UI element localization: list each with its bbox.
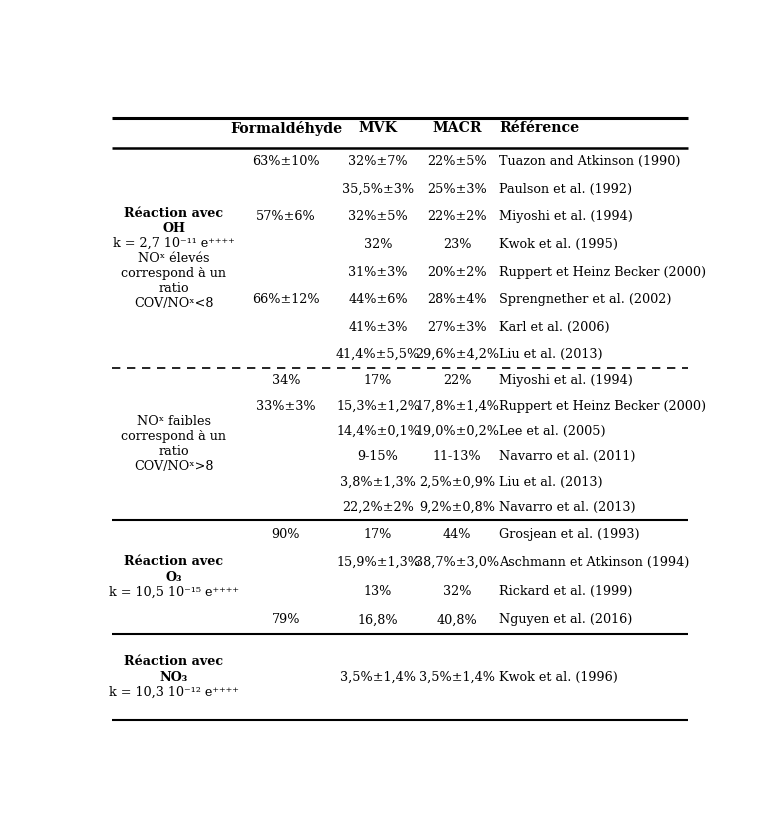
Text: 31%±3%: 31%±3%: [348, 265, 408, 278]
Text: 22%: 22%: [443, 375, 471, 388]
Text: Kwok et al. (1995): Kwok et al. (1995): [499, 238, 618, 251]
Text: k = 2,7 10⁻¹¹ e⁺⁺⁺⁺: k = 2,7 10⁻¹¹ e⁺⁺⁺⁺: [113, 237, 235, 250]
Text: 14,4%±0,1%: 14,4%±0,1%: [336, 425, 420, 438]
Text: 57%±6%: 57%±6%: [256, 211, 316, 224]
Text: 17,8%±1,4%: 17,8%±1,4%: [416, 400, 499, 413]
Text: Navarro et al. (2011): Navarro et al. (2011): [499, 450, 636, 463]
Text: 17%: 17%: [364, 528, 392, 541]
Text: COV/NOˣ<8: COV/NOˣ<8: [134, 297, 214, 310]
Text: 29,6%±4,2%: 29,6%±4,2%: [415, 348, 499, 361]
Text: 34%: 34%: [272, 375, 300, 388]
Text: k = 10,5 10⁻¹⁵ e⁺⁺⁺⁺: k = 10,5 10⁻¹⁵ e⁺⁺⁺⁺: [108, 586, 238, 599]
Text: Lee et al. (2005): Lee et al. (2005): [499, 425, 606, 438]
Text: 17%: 17%: [364, 375, 392, 388]
Text: Kwok et al. (1996): Kwok et al. (1996): [499, 671, 618, 684]
Text: 9-15%: 9-15%: [358, 450, 399, 463]
Text: NO₃: NO₃: [159, 671, 188, 684]
Text: 35,5%±3%: 35,5%±3%: [342, 183, 414, 196]
Text: Miyoshi et al. (1994): Miyoshi et al. (1994): [499, 211, 633, 224]
Text: 3,5%±1,4%: 3,5%±1,4%: [340, 671, 416, 684]
Text: 90%: 90%: [272, 528, 300, 541]
Text: Liu et al. (2013): Liu et al. (2013): [499, 348, 603, 361]
Text: 33%±3%: 33%±3%: [256, 400, 316, 413]
Text: MACR: MACR: [433, 121, 482, 135]
Text: 79%: 79%: [272, 614, 300, 627]
Text: 2,5%±0,9%: 2,5%±0,9%: [420, 476, 495, 489]
Text: 3,8%±1,3%: 3,8%±1,3%: [340, 476, 416, 489]
Text: 22%±2%: 22%±2%: [427, 211, 487, 224]
Text: Nguyen et al. (2016): Nguyen et al. (2016): [499, 614, 633, 627]
Text: Liu et al. (2013): Liu et al. (2013): [499, 476, 603, 489]
Text: Paulson et al. (1992): Paulson et al. (1992): [499, 183, 632, 196]
Text: correspond à un: correspond à un: [122, 267, 226, 280]
Text: Formaldéhyde: Formaldéhyde: [230, 121, 342, 136]
Text: Sprengnether et al. (2002): Sprengnether et al. (2002): [499, 293, 672, 306]
Text: 20%±2%: 20%±2%: [427, 265, 487, 278]
Text: Miyoshi et al. (1994): Miyoshi et al. (1994): [499, 375, 633, 388]
Text: 40,8%: 40,8%: [437, 614, 478, 627]
Text: Réaction avec: Réaction avec: [124, 206, 223, 220]
Text: Référence: Référence: [499, 121, 580, 135]
Text: 38,7%±3,0%: 38,7%±3,0%: [415, 557, 499, 570]
Text: 15,3%±1,2%: 15,3%±1,2%: [336, 400, 420, 413]
Text: 9,2%±0,8%: 9,2%±0,8%: [420, 501, 495, 514]
Text: 27%±3%: 27%±3%: [427, 321, 487, 334]
Text: correspond à un: correspond à un: [122, 430, 226, 443]
Text: k = 10,3 10⁻¹² e⁺⁺⁺⁺: k = 10,3 10⁻¹² e⁺⁺⁺⁺: [108, 685, 238, 698]
Text: 23%: 23%: [443, 238, 471, 251]
Text: 3,5%±1,4%: 3,5%±1,4%: [420, 671, 495, 684]
Text: 32%±7%: 32%±7%: [348, 155, 408, 168]
Text: 15,9%±1,3%: 15,9%±1,3%: [336, 557, 420, 570]
Text: Karl et al. (2006): Karl et al. (2006): [499, 321, 610, 334]
Text: 32%: 32%: [443, 585, 471, 598]
Text: Ruppert et Heinz Becker (2000): Ruppert et Heinz Becker (2000): [499, 265, 707, 278]
Text: Tuazon and Atkinson (1990): Tuazon and Atkinson (1990): [499, 155, 681, 168]
Text: Réaction avec: Réaction avec: [124, 655, 223, 668]
Text: 44%: 44%: [443, 528, 471, 541]
Text: COV/NOˣ>8: COV/NOˣ>8: [134, 460, 214, 473]
Text: 32%±5%: 32%±5%: [348, 211, 408, 224]
Text: 44%±6%: 44%±6%: [348, 293, 408, 306]
Text: 25%±3%: 25%±3%: [427, 183, 487, 196]
Text: ratio: ratio: [159, 445, 189, 458]
Text: NOˣ faibles: NOˣ faibles: [137, 415, 211, 428]
Text: 41,4%±5,5%: 41,4%±5,5%: [336, 348, 420, 361]
Text: 22%±5%: 22%±5%: [427, 155, 487, 168]
Text: MVK: MVK: [358, 121, 398, 135]
Text: NOˣ élevés: NOˣ élevés: [138, 252, 210, 264]
Text: Aschmann et Atkinson (1994): Aschmann et Atkinson (1994): [499, 557, 690, 570]
Text: Grosjean et al. (1993): Grosjean et al. (1993): [499, 528, 640, 541]
Text: Réaction avec: Réaction avec: [124, 556, 223, 569]
Text: 63%±10%: 63%±10%: [252, 155, 320, 168]
Text: Rickard et al. (1999): Rickard et al. (1999): [499, 585, 633, 598]
Text: Ruppert et Heinz Becker (2000): Ruppert et Heinz Becker (2000): [499, 400, 707, 413]
Text: 41%±3%: 41%±3%: [348, 321, 408, 334]
Text: Navarro et al. (2013): Navarro et al. (2013): [499, 501, 636, 514]
Text: 13%: 13%: [364, 585, 392, 598]
Text: 11-13%: 11-13%: [433, 450, 481, 463]
Text: O₃: O₃: [166, 570, 182, 583]
Text: ratio: ratio: [159, 282, 189, 295]
Text: 16,8%: 16,8%: [358, 614, 399, 627]
Text: 66%±12%: 66%±12%: [252, 293, 320, 306]
Text: OH: OH: [162, 222, 185, 234]
Text: 22,2%±2%: 22,2%±2%: [342, 501, 414, 514]
Text: 32%: 32%: [364, 238, 392, 251]
Text: 28%±4%: 28%±4%: [427, 293, 487, 306]
Text: 19,0%±0,2%: 19,0%±0,2%: [416, 425, 499, 438]
